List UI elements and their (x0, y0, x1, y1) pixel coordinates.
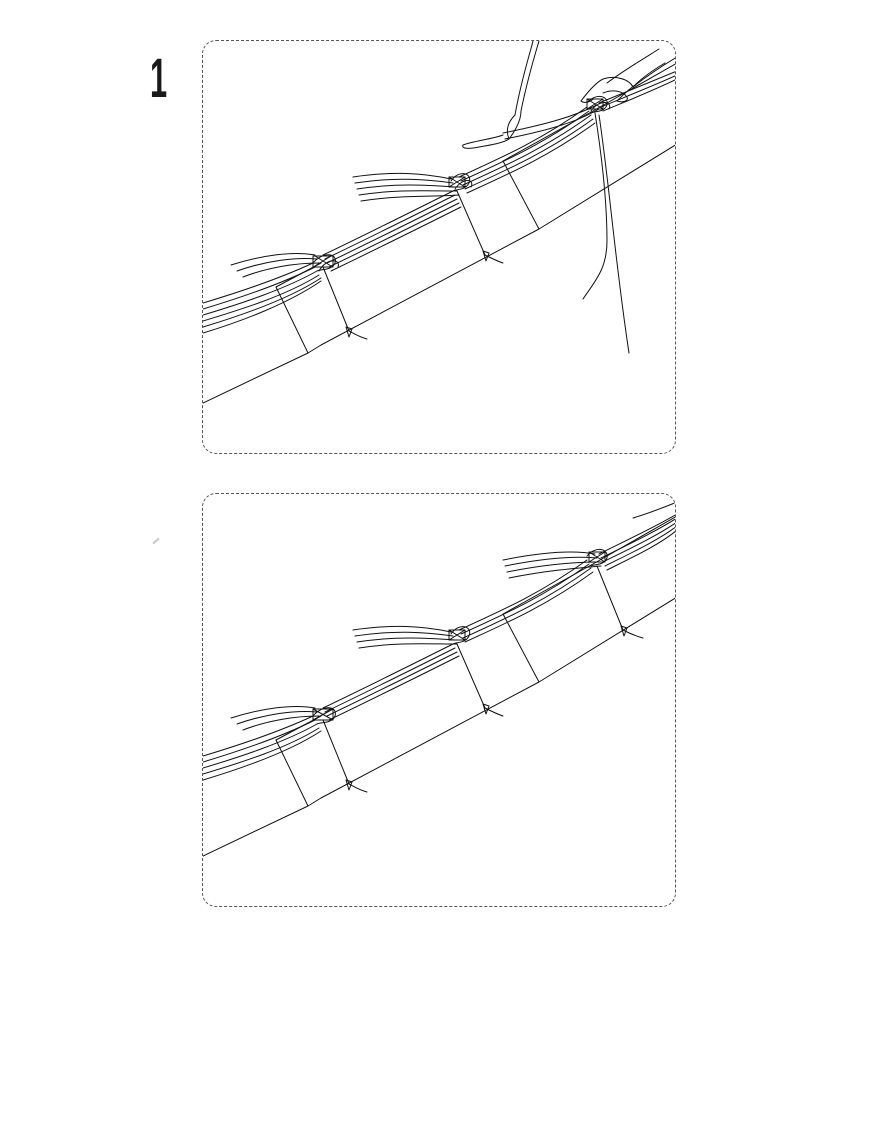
pleat-bundle-1 (203, 253, 339, 334)
pleat-bundle-3 (502, 502, 675, 579)
fold-crease-2 (502, 613, 540, 683)
step-mark (152, 537, 160, 545)
hands-illustration (462, 41, 675, 149)
pleat-strands-2-3 (458, 559, 594, 643)
strip-bottom-edge (203, 144, 675, 404)
tie-strings (322, 565, 644, 793)
fold-crease-1 (275, 739, 309, 807)
fold-crease-1 (275, 286, 309, 354)
pleat-bundle-3 (586, 71, 675, 114)
pleat-strands-1-2 (322, 643, 460, 721)
pleat-diagram-1 (203, 41, 675, 404)
pleat-diagram-2 (203, 502, 675, 857)
strip-top-edge-2 (502, 63, 675, 162)
strip-bottom-edge (203, 597, 675, 857)
tie-strings (322, 112, 630, 354)
pleat-strands-1-2 (322, 190, 462, 272)
illustration-panel-pleats-tied (202, 493, 676, 907)
pleat-strands-2-3 (458, 104, 600, 194)
pleat-bundle-2 (352, 625, 471, 649)
fold-crease-2 (502, 160, 540, 230)
pleat-bundle-2 (352, 172, 473, 202)
step-number: 1 (150, 46, 168, 109)
strip-top-edge-2 (502, 516, 675, 615)
pleat-bundle-1 (203, 706, 336, 781)
illustration-panel-hands-pleating (202, 40, 676, 454)
